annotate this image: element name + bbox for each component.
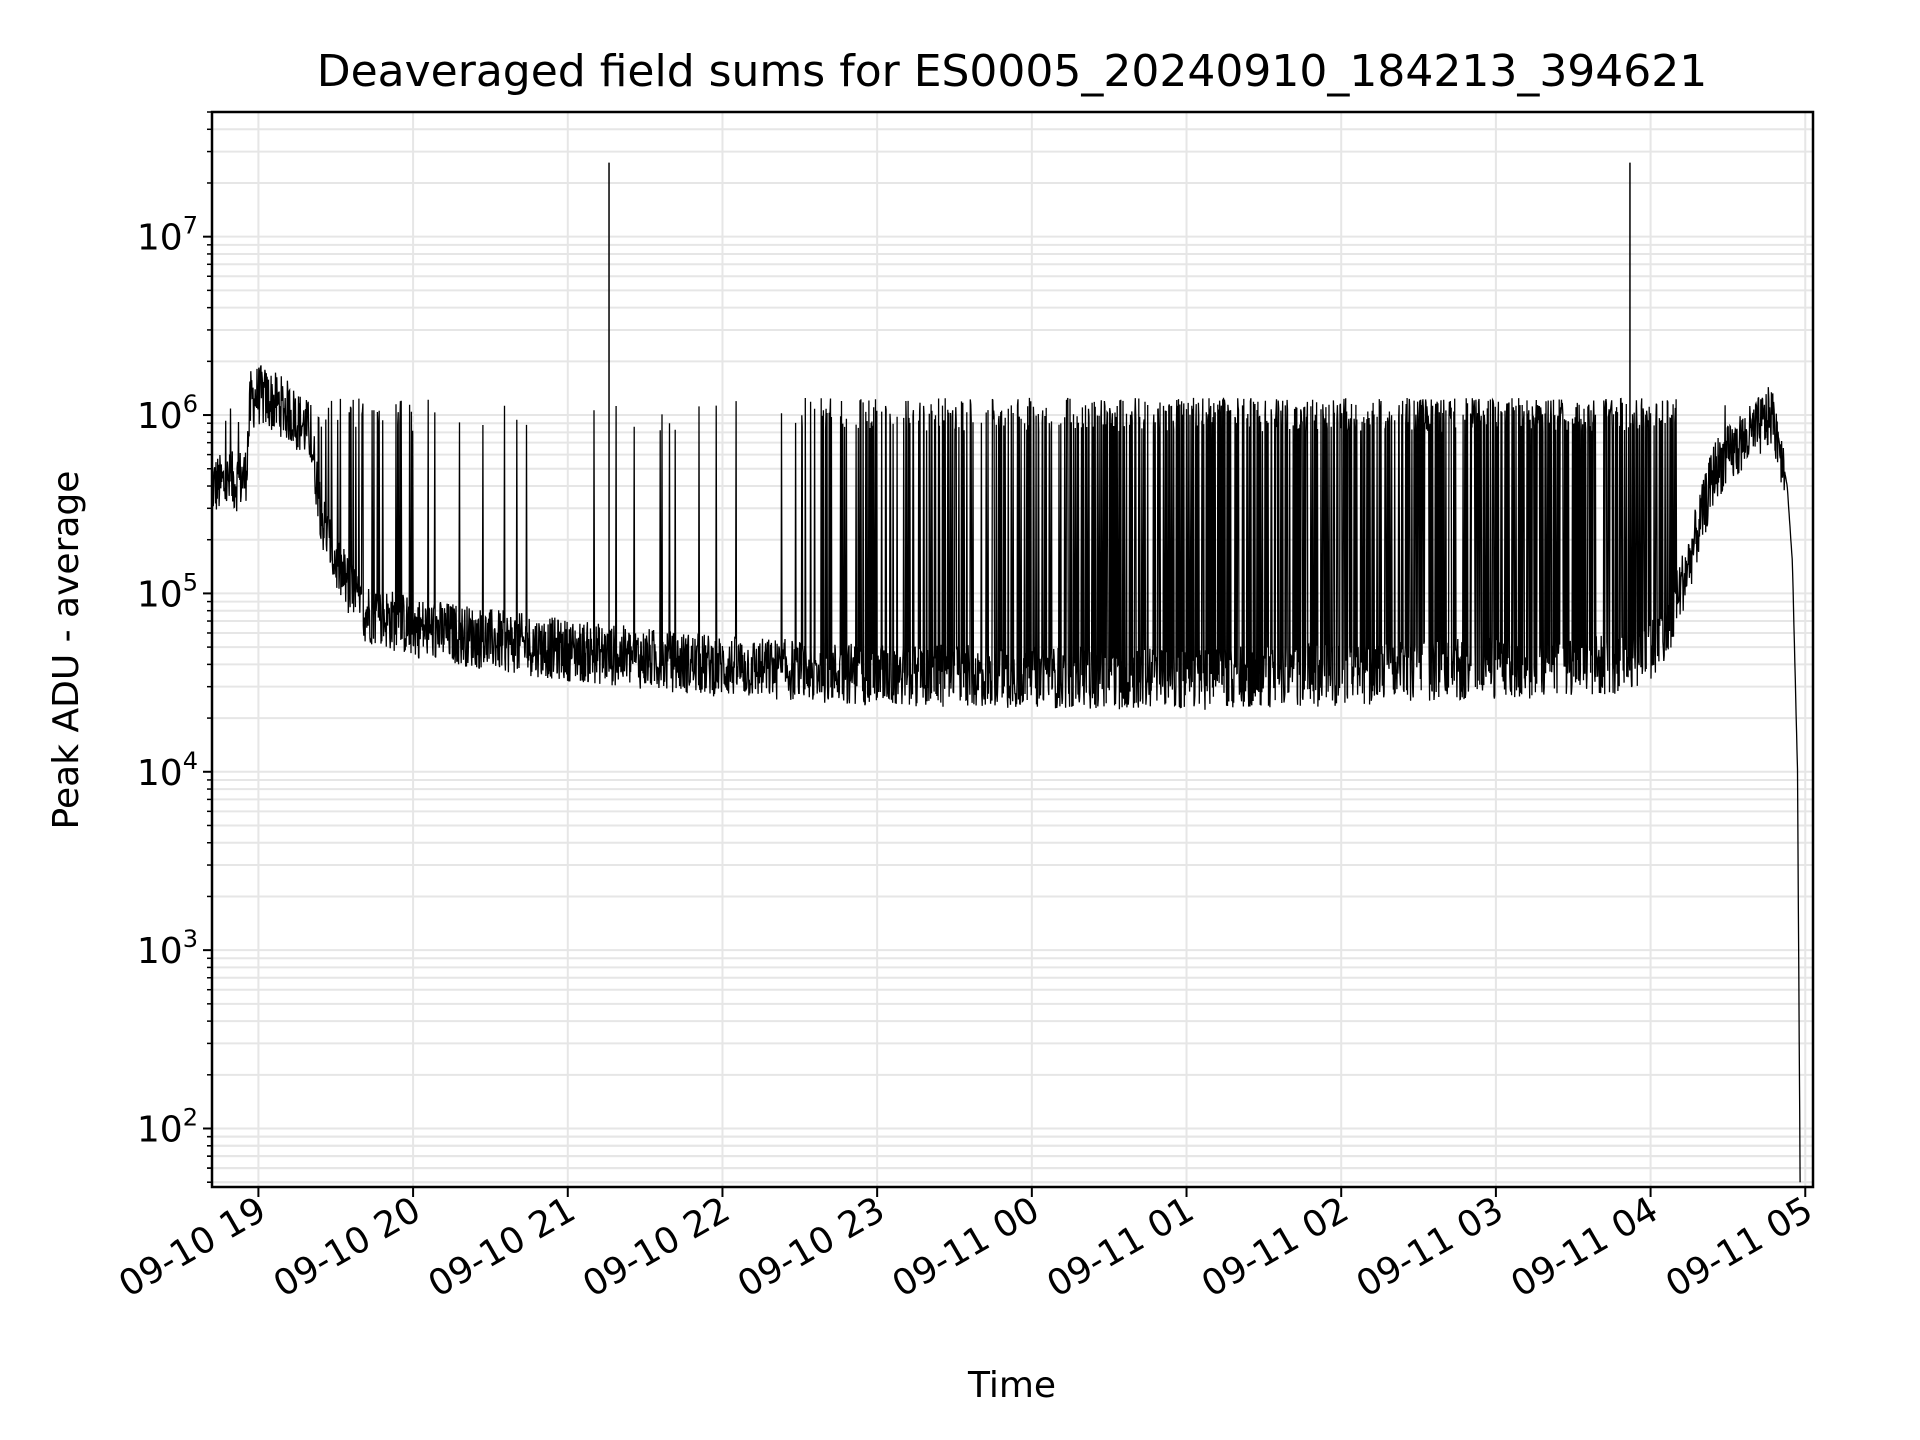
x-tick-label: 09-11 02: [1195, 1189, 1356, 1305]
x-tick-label: 09-11 03: [1350, 1189, 1511, 1305]
x-tick-label: 09-11 01: [1040, 1189, 1201, 1305]
y-tick-label-base: 10: [137, 1110, 183, 1151]
y-tick-label-exponent: 6: [183, 390, 198, 418]
y-tick-label-exponent: 2: [183, 1104, 198, 1132]
y-tick-label-exponent: 3: [183, 925, 198, 953]
y-tick-label-exponent: 5: [183, 568, 198, 596]
y-tick-label: 106: [137, 390, 198, 437]
y-tick-label-exponent: 7: [183, 212, 198, 240]
chart-title: Deaveraged field sums for ES0005_2024091…: [317, 46, 1708, 97]
y-tick-label-base: 10: [137, 574, 183, 615]
y-tick-label-exponent: 4: [183, 747, 198, 775]
y-tick-label-base: 10: [137, 396, 183, 437]
data-line: [211, 162, 1801, 1183]
x-tick-label: 09-10 19: [112, 1189, 273, 1305]
y-axis-label: Peak ADU - average: [46, 471, 87, 830]
y-tick-label-base: 10: [137, 753, 183, 794]
x-tick-label: 09-10 23: [731, 1189, 892, 1305]
y-tick-label: 104: [137, 747, 198, 794]
x-tick-label: 09-10 21: [422, 1189, 583, 1305]
x-tick-label: 09-11 05: [1659, 1189, 1820, 1305]
y-tick-label: 102: [137, 1104, 198, 1151]
series-line: [211, 365, 1801, 1183]
y-tick-label: 107: [137, 212, 198, 259]
x-tick-label: 09-11 04: [1504, 1189, 1665, 1305]
x-tick-label: 09-10 20: [267, 1189, 428, 1305]
y-tick-label-base: 10: [137, 931, 183, 972]
y-tick-label-base: 10: [137, 218, 183, 259]
plot-frame: [210, 110, 1815, 1189]
y-tick-label: 105: [137, 568, 198, 615]
x-axis-label: Time: [967, 1365, 1056, 1406]
y-tick-label: 103: [137, 925, 198, 972]
x-tick-label: 09-11 00: [886, 1189, 1047, 1305]
x-tick-label: 09-10 22: [576, 1189, 737, 1305]
